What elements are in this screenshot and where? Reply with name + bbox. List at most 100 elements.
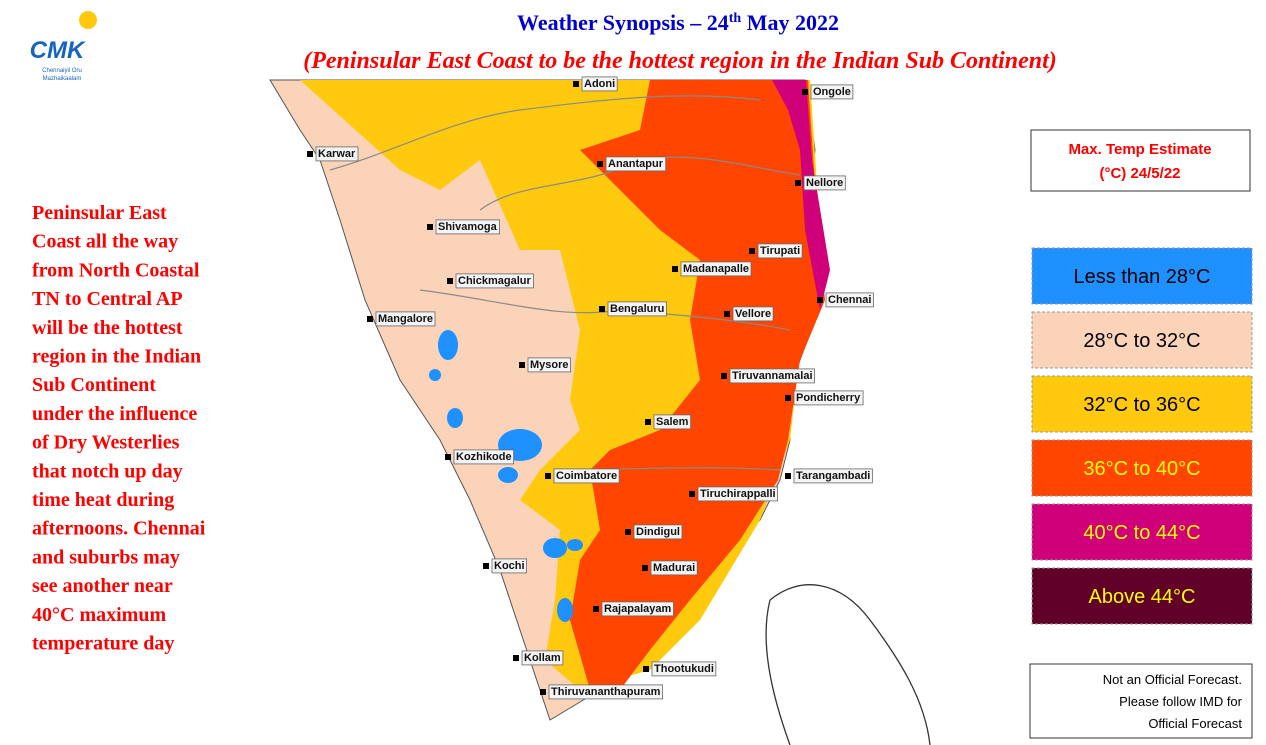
city-label-box	[581, 76, 618, 92]
city-label-box	[803, 175, 846, 191]
city-marker	[597, 161, 603, 167]
city-label: Kozhikode	[456, 451, 512, 463]
city-label-box	[729, 368, 815, 384]
disclaimer: Please follow IMD for	[1119, 694, 1242, 709]
city-marker	[307, 151, 313, 157]
logo-text: Chennaiyil Oru	[42, 68, 82, 74]
description-line: Peninsular East	[32, 202, 167, 224]
city-label-box	[607, 301, 667, 317]
city-label: Rajapalayam	[604, 603, 671, 615]
lake	[557, 598, 573, 622]
city-label-box	[435, 219, 500, 235]
city-marker	[721, 373, 727, 379]
legend-swatch	[1031, 503, 1253, 561]
description-line: region in the Indian	[32, 346, 201, 368]
description-line: under the influence	[32, 403, 197, 425]
city-marker	[785, 473, 791, 479]
city-marker	[785, 395, 791, 401]
title: Weather Synopsis – 24th May 2022	[517, 10, 839, 35]
logo: CMK Chennaiyil Oru Mazhaikaalam	[30, 8, 97, 83]
lake	[498, 467, 518, 483]
city-label: Tiruchirappalli	[700, 488, 776, 500]
city-label-box	[455, 273, 534, 289]
legend-label: 32°C to 36°C	[1083, 394, 1200, 416]
legend-title-box	[1030, 129, 1251, 192]
legend-label: 36°C to 40°C	[1083, 458, 1200, 480]
city-label: Madurai	[653, 562, 695, 574]
legend: Less than 28°C 28°C to 32°C 32°C to 36°C 36…	[1031, 247, 1253, 625]
city-marker	[749, 248, 755, 254]
city-marker	[643, 666, 649, 672]
city-label-box	[825, 292, 874, 308]
disclaimer: Not an Official Forecast.	[1103, 672, 1242, 687]
city-label: Anantapur	[608, 158, 664, 170]
city-marker	[519, 362, 525, 368]
zone-40-44	[772, 80, 830, 310]
city-marker	[645, 419, 651, 425]
city-label: Chickmagalur	[458, 275, 531, 287]
description-line: Sub Continent	[32, 374, 156, 396]
city-label: Salem	[656, 416, 689, 428]
city-label: Shivamoga	[438, 221, 498, 233]
city-label: Nellore	[806, 177, 843, 189]
city-label: Chennai	[828, 294, 871, 306]
legend-swatch	[1031, 439, 1253, 497]
city-marker	[540, 689, 546, 695]
city-label: Tirupati	[760, 245, 800, 257]
city-label-box	[548, 684, 664, 700]
city-label-box	[810, 84, 854, 100]
city-label: Tarangambadi	[796, 470, 870, 482]
city-label-box	[633, 524, 683, 540]
legend-label: Above 44°C	[1089, 586, 1196, 608]
city-marker	[367, 316, 373, 322]
legend-label: 40°C to 44°C	[1083, 522, 1200, 544]
legend-swatch	[1031, 375, 1253, 433]
city-label: Coimbatore	[556, 470, 617, 482]
city-marker	[447, 278, 453, 284]
city-label-box	[491, 558, 527, 574]
city-label-box	[732, 306, 774, 322]
city-label: Ongole	[813, 86, 851, 98]
lake	[543, 538, 567, 558]
lake	[429, 369, 441, 381]
city-label: Bengaluru	[610, 303, 664, 315]
city-label: Adoni	[584, 78, 615, 90]
city-label: Dindigul	[636, 526, 680, 538]
description-line: see another near	[32, 575, 173, 597]
city-label: Kollam	[524, 652, 561, 664]
description-line: afternoons. Chennai	[32, 518, 206, 540]
city-label: Karwar	[318, 148, 356, 160]
city-marker	[672, 266, 678, 272]
city-label: Thootukudi	[654, 663, 714, 675]
city-label-box	[315, 146, 359, 162]
city-label: Pondicherry	[796, 392, 861, 404]
city-label: Madanapalle	[683, 263, 749, 275]
city-labels: Adoni Ongole Karwar Anantapur Nellore Shivamo…	[307, 76, 874, 700]
subtitle: (Peninsular East Coast to be the hottest…	[303, 48, 1057, 74]
description: Peninsular East Coast all the way from Nor…	[32, 202, 206, 655]
city-marker	[724, 311, 730, 317]
lake	[438, 330, 458, 360]
city-label-box	[553, 468, 620, 484]
legend-swatch	[1031, 247, 1253, 305]
description-line: TN to Central AP	[32, 288, 183, 310]
legend-label: Less than 28°C	[1074, 266, 1211, 288]
legend-swatch	[1031, 311, 1253, 369]
city-label-box	[793, 468, 873, 484]
city-marker	[427, 224, 433, 230]
city-label: Mangalore	[378, 313, 433, 325]
city-marker	[817, 297, 823, 303]
lake	[447, 408, 463, 428]
city-marker	[795, 180, 801, 186]
city-marker	[642, 565, 648, 571]
city-label-box	[651, 661, 717, 677]
disclaimer-box	[1029, 663, 1253, 739]
city-marker	[483, 563, 489, 569]
city-label-box	[653, 414, 692, 430]
city-marker	[445, 454, 451, 460]
city-marker	[573, 81, 579, 87]
description-line: time heat during	[32, 489, 174, 511]
city-label-box	[521, 650, 564, 666]
logo-mark: CMK	[30, 37, 86, 64]
